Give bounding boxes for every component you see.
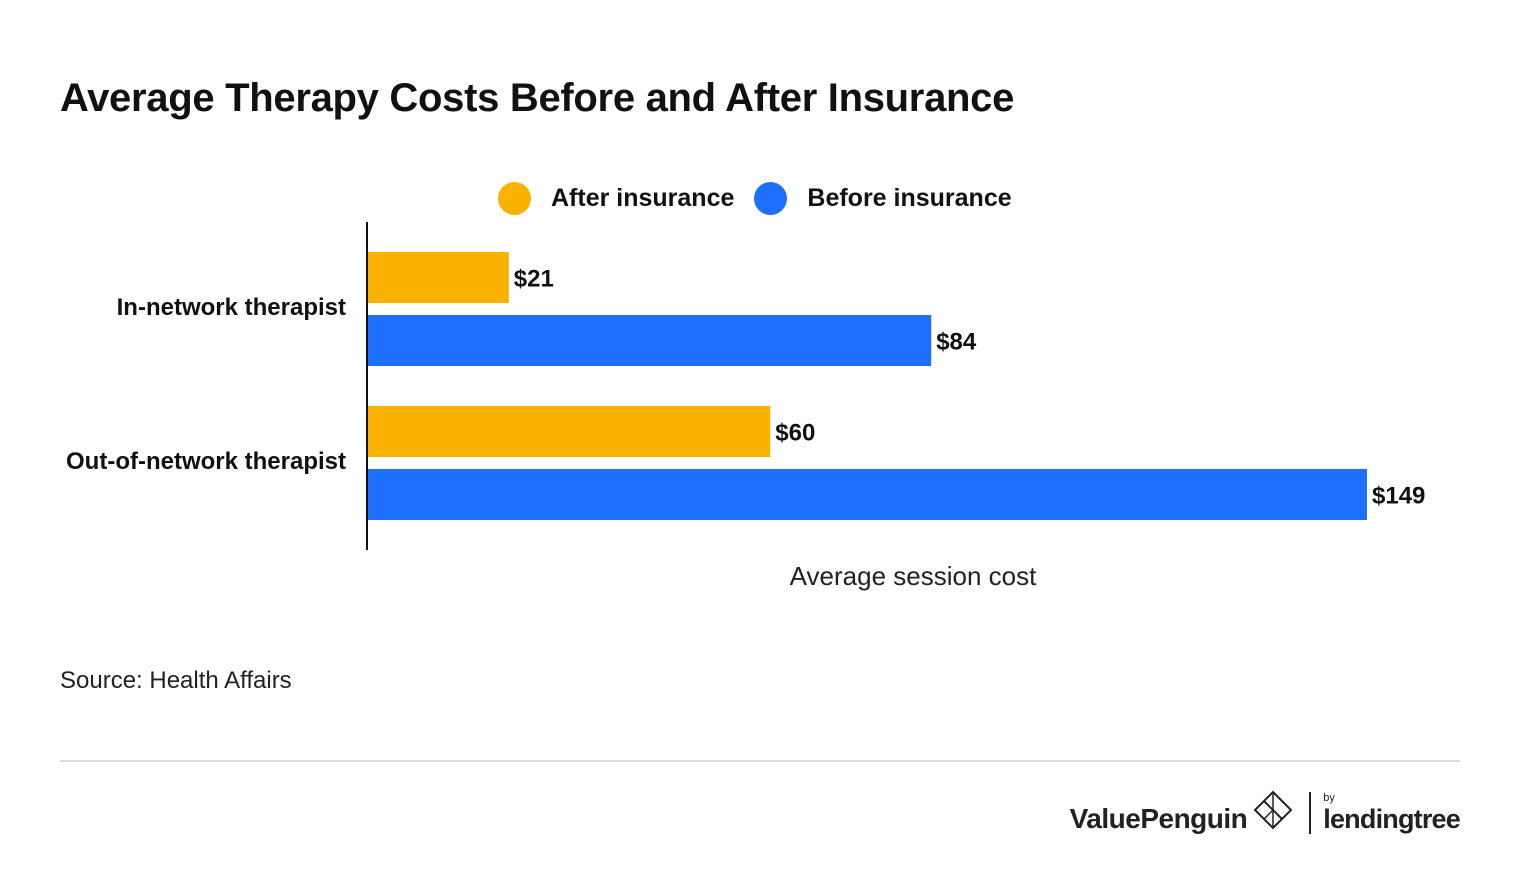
- valuepenguin-logo-icon: [1253, 790, 1293, 835]
- lendingtree-logo: by lendingtree: [1323, 791, 1461, 834]
- lendingtree-name: lendingtree: [1323, 803, 1461, 834]
- legend-item-before-insurance: Before insurance: [754, 182, 1012, 215]
- brand-footer: ValuePenguin by lendingtree: [1069, 790, 1461, 835]
- brand-name: ValuePenguin: [1069, 802, 1248, 834]
- bar-value-label: $21: [514, 266, 554, 293]
- bar-out-of-network-before: [368, 469, 1367, 520]
- legend-label-before-insurance: Before insurance: [807, 184, 1012, 212]
- footer-divider: [60, 760, 1460, 762]
- legend-label-after-insurance: After insurance: [551, 184, 735, 212]
- brand-separator: [1309, 791, 1312, 834]
- source-note: Source: Health Affairs: [60, 667, 292, 694]
- bar-value-label: $149: [1372, 483, 1425, 510]
- bar-out-of-network-after: [368, 406, 771, 457]
- legend-swatch-before-insurance: [754, 182, 788, 215]
- x-axis-title: Average session cost: [789, 561, 1037, 591]
- bar-in-network-before: [368, 315, 932, 366]
- legend-item-after-insurance: After insurance: [498, 182, 734, 215]
- bar-value-label: $84: [936, 329, 977, 356]
- chart-legend: After insurance Before insurance: [498, 182, 1032, 215]
- legend-swatch-after-insurance: [498, 182, 531, 215]
- brand-by-label: by: [1323, 791, 1335, 804]
- bar-in-network-after: [368, 252, 509, 303]
- category-label-in-network: In-network therapist: [116, 294, 346, 321]
- chart-title: Average Therapy Costs Before and After I…: [60, 76, 1015, 120]
- bar-value-label: $60: [775, 420, 815, 447]
- category-label-out-of-network: Out-of-network therapist: [66, 448, 346, 475]
